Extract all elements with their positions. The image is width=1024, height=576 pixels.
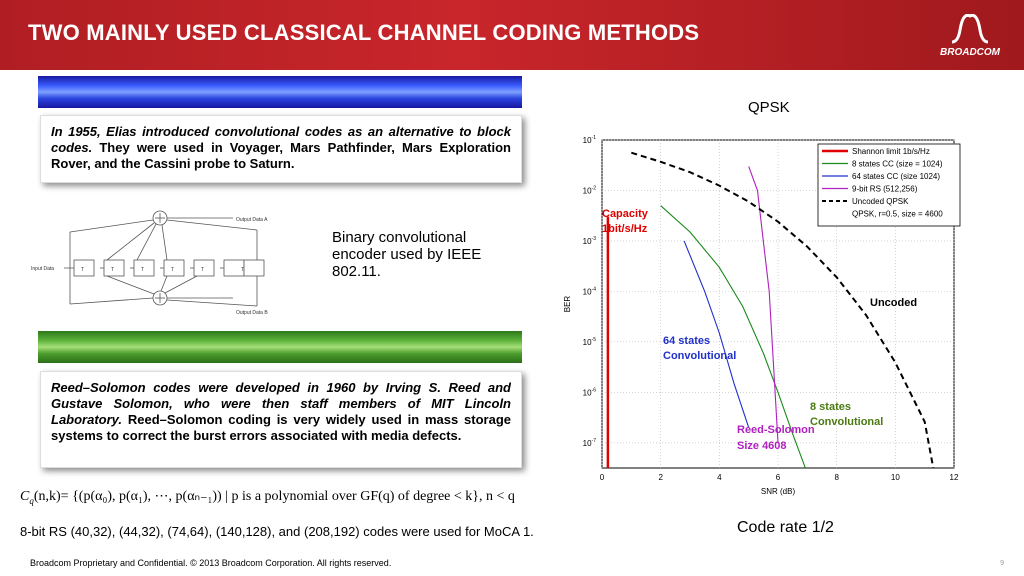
code-rate-label: Code rate 1/2: [737, 519, 834, 536]
legend-entry: 64 states CC (size 1024): [852, 172, 940, 181]
x-tick-label: 12: [950, 473, 959, 482]
tap-label: T: [201, 267, 204, 273]
legend-entry: Shannon limit 1b/s/Hz: [852, 147, 930, 156]
rs-code-formula: Cq(n,k)= {(p(α₀), p(α₁), ⋯, p(αₙ₋₁)) | p…: [20, 488, 515, 506]
series-line: [631, 151, 935, 468]
convolutional-encoder-diagram: T T T T T T Input Data Output Data A Out…: [31, 210, 268, 316]
formula-lhs: C: [20, 489, 30, 504]
y-tick-label: 10-3: [583, 236, 597, 246]
page-number: 9: [1000, 560, 1004, 567]
output-a-label: Output Data A: [236, 217, 268, 223]
tap-label: T: [81, 267, 84, 273]
legend-entry: 8 states CC (size = 1024): [852, 160, 943, 169]
blue-accent-bar: [38, 76, 522, 108]
green-accent-bar: [38, 331, 522, 363]
convolutional-italic-text: In 1955, Elias introduced convolutional …: [51, 124, 511, 155]
formula-subscript: q: [29, 495, 34, 506]
x-axis-label: SNR (dB): [761, 487, 796, 496]
convolutional-text-box: In 1955, Elias introduced convolutional …: [40, 115, 522, 183]
reed-solomon-text-box: Reed–Solomon codes were developed in 196…: [40, 371, 522, 468]
x-tick-label: 4: [717, 473, 722, 482]
tap-label: T: [111, 267, 114, 273]
cc64-annotation: 64 states: [663, 335, 710, 347]
y-tick-label: 10-6: [583, 387, 597, 397]
tap-label: T: [141, 267, 144, 273]
legend-entry: 9-bit RS (512,256): [852, 185, 918, 194]
cc8-type-annotation: Convolutional: [810, 416, 883, 428]
tap-label: T: [171, 267, 174, 273]
slide-title: TWO MAINLY USED CLASSICAL CHANNEL CODING…: [28, 20, 700, 45]
x-tick-label: 6: [776, 473, 781, 482]
series-line: [748, 166, 779, 443]
y-tick-label: 10-4: [583, 286, 597, 296]
slide-header: TWO MAINLY USED CLASSICAL CHANNEL CODING…: [0, 0, 1024, 70]
series-line: [683, 240, 750, 428]
capacity-annotation: Capacity: [602, 208, 649, 220]
y-tick-label: 10-5: [583, 337, 597, 347]
rs-size-annotation: Size 4608: [737, 440, 787, 452]
y-axis-label: BER: [563, 296, 572, 313]
encoder-description: Binary convolutional encoder used by IEE…: [332, 229, 482, 280]
x-tick-label: 10: [891, 473, 900, 482]
cc8-annotation: 8 states: [810, 401, 851, 413]
legend-box: [817, 143, 961, 227]
output-b-label: Output Data B: [236, 310, 268, 316]
y-tick-label: 10-7: [583, 438, 597, 448]
x-tick-label: 0: [600, 473, 605, 482]
moca-note: 8-bit RS (40,32), (44,32), (74,64), (140…: [20, 524, 534, 539]
rs-text: Reed–Solomon coding is very widely used …: [51, 412, 511, 443]
chart-ticks: 0 2 4 6 8 10 12 10-1 10-2 10-3 10-4 10-5 10-6 10-7: [583, 135, 959, 482]
broadcom-wave-icon: [951, 13, 989, 44]
chart-series: [606, 151, 935, 468]
capacity-unit-annotation: 1bit/s/Hz: [602, 223, 648, 235]
convolutional-text: They were used in Voyager, Mars Pathfind…: [51, 140, 511, 171]
cc64-type-annotation: Convolutional: [663, 350, 736, 362]
input-data-label: Input Data: [31, 266, 54, 272]
qpsk-label: QPSK: [748, 99, 790, 116]
footer-text: Broadcom Proprietary and Confidential. ©…: [30, 558, 392, 568]
uncoded-annotation: Uncoded: [870, 297, 917, 309]
x-tick-label: 8: [834, 473, 839, 482]
rs-annotation: Reed-Solomon: [737, 424, 815, 436]
legend-entry: QPSK, r=0.5, size = 4600: [852, 210, 943, 219]
x-tick-label: 2: [658, 473, 663, 482]
ber-chart: 0 2 4 6 8 10 12 10-1 10-2 10-3 10-4 10-5 10-6 10-7 SN…: [563, 135, 961, 496]
formula-body: = {(p(α₀), p(α₁), ⋯, p(αₙ₋₁)) | p is a p…: [60, 489, 515, 504]
formula-args: (n,k): [33, 489, 61, 504]
y-tick-label: 10-2: [583, 185, 597, 195]
rs-italic-text: Reed–Solomon codes were developed in 196…: [51, 380, 511, 427]
y-tick-label: 10-1: [583, 135, 597, 145]
logo-text: BROADCOM: [940, 47, 1000, 58]
broadcom-logo: BROADCOM: [930, 13, 1010, 58]
chart-legend: Shannon limit 1b/s/Hz 8 states CC (size =…: [817, 143, 961, 227]
tap-label: T: [241, 267, 244, 273]
series-line: [660, 205, 806, 468]
legend-entry: Uncoded QPSK: [852, 197, 909, 206]
